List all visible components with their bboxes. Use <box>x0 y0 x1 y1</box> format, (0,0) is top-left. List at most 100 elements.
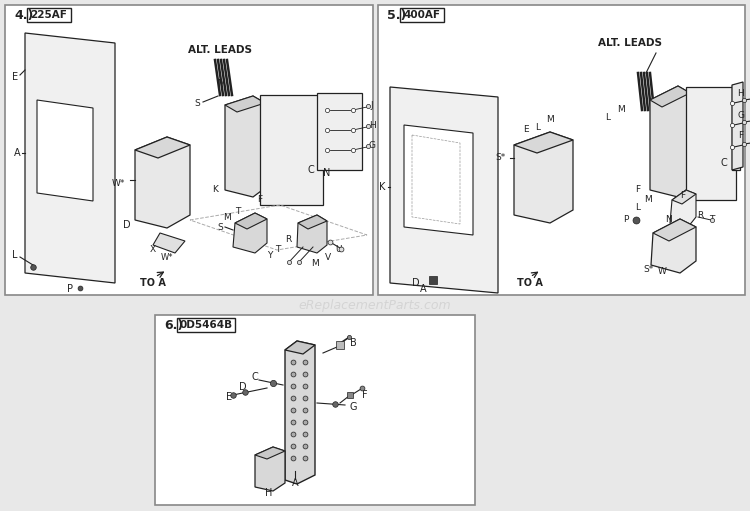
Polygon shape <box>732 85 740 170</box>
Polygon shape <box>235 213 267 229</box>
Polygon shape <box>670 190 696 227</box>
Text: F: F <box>362 390 368 400</box>
Text: TO A: TO A <box>140 278 166 288</box>
Text: F: F <box>739 130 743 140</box>
Polygon shape <box>651 219 696 273</box>
Text: R: R <box>697 211 703 220</box>
Text: A: A <box>292 478 298 488</box>
Text: T: T <box>710 216 715 224</box>
Text: J: J <box>370 101 374 109</box>
Polygon shape <box>255 447 285 491</box>
Polygon shape <box>672 190 696 204</box>
Polygon shape <box>514 132 573 153</box>
Text: L: L <box>536 123 541 131</box>
Polygon shape <box>514 132 573 223</box>
Polygon shape <box>135 137 190 158</box>
Text: S*: S* <box>495 152 506 161</box>
Text: L: L <box>635 202 640 212</box>
Polygon shape <box>255 447 285 459</box>
Text: W: W <box>658 267 667 276</box>
Text: L: L <box>12 250 18 260</box>
Text: TO A: TO A <box>517 278 543 288</box>
Polygon shape <box>653 219 696 241</box>
Text: T: T <box>275 244 280 253</box>
Bar <box>177 318 235 332</box>
Text: R: R <box>285 236 291 244</box>
Bar <box>660 130 672 148</box>
Text: U: U <box>336 245 342 254</box>
Text: 400AF: 400AF <box>404 10 440 20</box>
Polygon shape <box>260 95 323 205</box>
Bar <box>5 5 373 295</box>
Text: C: C <box>721 158 728 168</box>
Polygon shape <box>732 82 743 170</box>
Text: 225AF: 225AF <box>31 10 68 20</box>
Polygon shape <box>404 125 473 235</box>
Text: W*: W* <box>160 252 173 262</box>
Polygon shape <box>285 341 315 354</box>
Text: ALT. LEADS: ALT. LEADS <box>188 45 252 55</box>
Text: G: G <box>350 402 357 412</box>
Text: F: F <box>257 196 262 204</box>
Polygon shape <box>37 100 93 201</box>
Text: 4.): 4.) <box>14 9 33 21</box>
Text: H: H <box>266 488 273 498</box>
Polygon shape <box>285 341 315 484</box>
Text: A: A <box>420 284 426 294</box>
Text: M: M <box>546 115 554 125</box>
Polygon shape <box>686 87 736 200</box>
Text: A: A <box>13 148 20 158</box>
Text: F: F <box>680 191 686 199</box>
Text: M: M <box>644 196 652 204</box>
Text: L: L <box>605 112 610 122</box>
Polygon shape <box>298 215 327 229</box>
Polygon shape <box>225 96 265 112</box>
Text: S*: S* <box>644 266 654 274</box>
Polygon shape <box>25 33 115 283</box>
Polygon shape <box>135 137 190 228</box>
Text: E: E <box>226 392 232 402</box>
Bar <box>27 8 71 22</box>
Text: V: V <box>325 252 331 262</box>
Text: C: C <box>308 165 314 175</box>
Text: T: T <box>236 207 241 217</box>
Text: E: E <box>12 72 18 82</box>
Polygon shape <box>233 213 267 253</box>
Text: 5.): 5.) <box>387 9 406 21</box>
Bar <box>400 8 444 22</box>
Text: K: K <box>212 185 218 195</box>
Bar <box>236 135 248 153</box>
Text: D: D <box>123 220 130 230</box>
Polygon shape <box>153 233 185 253</box>
Text: E: E <box>524 126 529 134</box>
Text: P: P <box>67 284 73 294</box>
Text: C: C <box>251 372 258 382</box>
Text: G: G <box>368 141 376 150</box>
Polygon shape <box>225 96 265 197</box>
Polygon shape <box>317 93 362 170</box>
Text: eReplacementParts.com: eReplacementParts.com <box>298 298 452 312</box>
Text: ALT. LEADS: ALT. LEADS <box>598 38 662 48</box>
Polygon shape <box>390 87 498 293</box>
Bar <box>155 315 475 505</box>
Bar <box>378 5 745 295</box>
Text: 6.): 6.) <box>164 318 183 332</box>
Text: F: F <box>635 185 640 195</box>
Text: D: D <box>239 382 247 392</box>
Text: M: M <box>224 213 231 221</box>
Text: K: K <box>379 182 386 192</box>
Text: P: P <box>623 215 628 223</box>
Text: W*: W* <box>111 178 125 188</box>
Bar <box>273 465 281 473</box>
Text: H: H <box>369 121 375 129</box>
Polygon shape <box>650 86 690 197</box>
Text: H: H <box>737 88 744 98</box>
Text: X: X <box>150 244 156 253</box>
Text: Y: Y <box>267 250 273 260</box>
Text: M: M <box>311 259 319 267</box>
Circle shape <box>261 469 269 477</box>
Text: N: N <box>664 216 671 224</box>
Text: 0D5464B: 0D5464B <box>179 320 232 330</box>
Text: G: G <box>737 110 745 120</box>
Polygon shape <box>297 215 327 253</box>
